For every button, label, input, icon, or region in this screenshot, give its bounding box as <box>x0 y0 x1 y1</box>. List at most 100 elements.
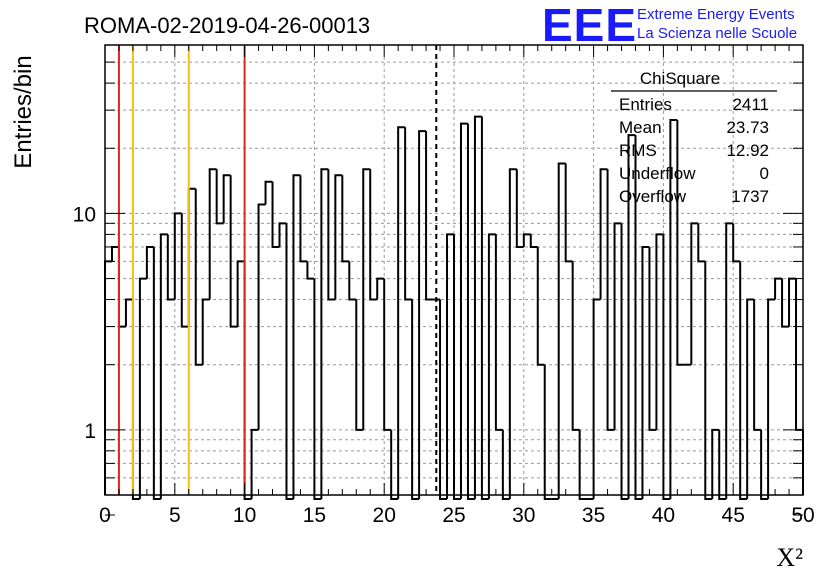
y-tick-label: 1 <box>84 420 96 443</box>
histogram-bin <box>383 278 392 431</box>
histogram-bin <box>285 223 294 500</box>
histogram-bin <box>501 429 510 500</box>
histogram-bin <box>697 223 706 263</box>
eee-logo-line1: Extreme Energy Events <box>637 6 795 23</box>
histogram-bin <box>313 278 322 500</box>
histogram-bin <box>362 168 371 430</box>
histogram-bin <box>662 234 671 500</box>
histogram-bin <box>564 163 573 263</box>
histogram-bin <box>620 223 629 500</box>
histogram-bin <box>634 135 643 500</box>
histogram-bin <box>222 174 231 224</box>
histogram-bin <box>173 212 182 300</box>
histogram-bin <box>439 299 448 500</box>
histogram-bin <box>341 175 350 263</box>
histogram-bin <box>760 429 769 500</box>
histogram-bin <box>606 169 615 431</box>
eee-logo-mark: EEE <box>542 0 637 51</box>
eee-logo: EEE Extreme Energy Events La Scienza nel… <box>542 0 797 51</box>
histogram <box>104 115 804 500</box>
histogram-bin <box>725 222 734 499</box>
histogram-bin <box>718 429 727 500</box>
stats-box-title: ChiSquare <box>640 69 720 88</box>
histogram-bin <box>348 261 357 301</box>
histogram-bin <box>306 261 315 280</box>
histogram-bin <box>397 126 406 499</box>
histogram-bin <box>320 168 329 499</box>
stats-mean-label: Mean <box>619 118 662 137</box>
x-tick-label: 20 <box>373 504 396 527</box>
histogram-bin <box>543 364 552 500</box>
histogram-bin <box>187 187 196 327</box>
x-tick-label: 45 <box>722 504 745 527</box>
histogram-bin <box>201 298 210 365</box>
histogram-bin <box>257 203 266 430</box>
histogram-bin <box>299 175 308 263</box>
histogram-bin <box>446 233 454 499</box>
y-axis-title: Entries/bin <box>10 55 37 168</box>
histogram-bin <box>453 234 461 500</box>
stats-rms-label: RMS <box>619 141 657 160</box>
histogram-bin <box>166 234 175 301</box>
histogram-bin <box>376 277 385 300</box>
histogram-bin <box>739 261 748 500</box>
histogram-bin <box>390 429 399 500</box>
histogram-bin <box>578 429 587 500</box>
histogram-bin <box>655 233 664 430</box>
histogram-bin <box>767 298 776 499</box>
histogram-bin <box>334 174 343 300</box>
histogram-bin <box>236 260 245 327</box>
histogram-bin <box>180 213 189 328</box>
histogram-bin <box>271 181 280 248</box>
stats-box: ChiSquare Entries 2411 Mean 23.73 RMS 12… <box>611 69 777 206</box>
x-tick-label: 30 <box>512 504 535 527</box>
histogram-bin <box>641 245 650 499</box>
histogram-bin <box>487 233 496 499</box>
histogram-bin <box>459 122 468 499</box>
histogram-bin <box>494 234 503 431</box>
histogram-bin <box>746 298 755 499</box>
stats-entries-value: 2411 <box>732 95 769 114</box>
histogram-bin <box>676 120 685 366</box>
histogram-bin <box>557 162 566 499</box>
x-tick-label: 25 <box>442 504 465 527</box>
histogram-bin <box>592 298 601 499</box>
histogram-bin <box>208 168 217 300</box>
x-tick-label: 0 <box>99 504 111 527</box>
stats-rms-value: 12.92 <box>726 141 769 160</box>
eee-logo-line2: La Scienza nelle Scuole <box>637 25 797 42</box>
x-tick-label: 35 <box>582 504 605 527</box>
histogram-bin <box>292 174 301 499</box>
x-tick-label: 5 <box>169 504 181 527</box>
histogram-bin <box>627 134 636 499</box>
histogram-bin <box>473 115 482 499</box>
histogram-bin <box>781 278 790 328</box>
histogram-bin <box>418 130 427 499</box>
x-tick-labels: 0 5 10 15 20 25 30 35 40 45 50 <box>99 504 815 527</box>
histogram-bin <box>264 180 273 205</box>
histogram-bin <box>104 260 112 495</box>
histogram-bin <box>466 123 475 500</box>
histogram-bin <box>250 428 259 499</box>
histogram-bin <box>529 234 538 248</box>
histogram-bin <box>152 246 161 500</box>
histogram-bin <box>131 299 140 500</box>
histogram-bin <box>425 131 434 301</box>
y-tick-labels: 1 10 <box>73 203 96 442</box>
histogram-bin <box>648 246 657 431</box>
histogram-bin <box>508 168 517 499</box>
histogram-bin <box>571 261 580 431</box>
histogram-bin <box>194 188 203 366</box>
histogram-bin <box>669 119 678 499</box>
histogram-bin <box>145 245 154 279</box>
stats-underflow-label: Underflow <box>619 164 696 183</box>
stats-overflow-label: Overflow <box>619 187 687 206</box>
marker-lines <box>117 45 438 495</box>
histogram-bin <box>690 222 699 365</box>
histogram-bin <box>110 245 119 262</box>
axis-ticks <box>104 44 804 516</box>
x-axis-title: X² <box>776 543 803 572</box>
histogram-bin <box>159 233 168 499</box>
histogram-bin <box>704 261 713 500</box>
